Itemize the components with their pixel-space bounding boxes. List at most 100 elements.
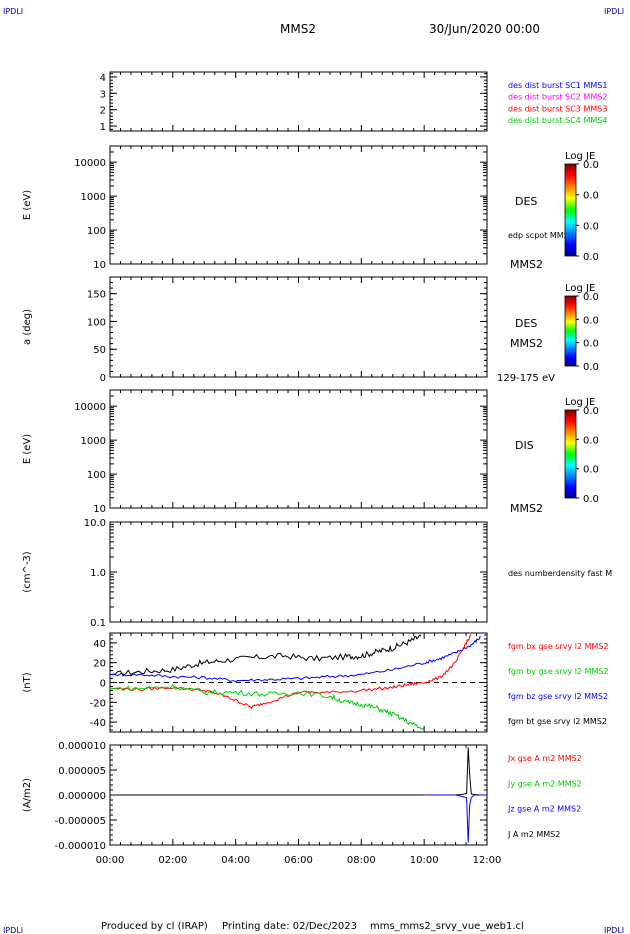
footer-produced-by: Produced by cl (IRAP) xyxy=(101,921,208,932)
y-tick-label-fgm: 40 xyxy=(93,639,106,650)
y-tick-label-density: 1.0 xyxy=(90,568,106,579)
panel-frame-des-energy xyxy=(109,145,488,265)
y-tick-label-fgm: -20 xyxy=(90,698,106,709)
x-tick-label: 00:00 xyxy=(96,855,125,866)
y-tick-label-dis-energy: 100 xyxy=(87,470,106,481)
y-tick-label-density: 10.0 xyxy=(84,518,106,529)
corner-label-top-left: IPDLI xyxy=(3,7,23,16)
series-line-current-1 xyxy=(424,794,487,843)
legend-entry-fgm: fgm bx gse srvy l2 MMS2 xyxy=(508,642,609,651)
y-tick-label-des-energy: 100 xyxy=(87,226,106,237)
y-axis-label-des-energy: E (eV) xyxy=(22,190,33,220)
x-tick-label: 02:00 xyxy=(158,855,187,866)
legend-entry-burst: des dist burst SC2 MMS2 xyxy=(508,93,607,102)
panel-frame-burst xyxy=(109,71,488,132)
panel-frame-dis-energy xyxy=(109,389,488,509)
x-tick-label: 08:00 xyxy=(347,855,376,866)
instrument-label-dis-energy: DIS xyxy=(515,439,534,452)
colorbar-title-des-energy: Log JE xyxy=(565,151,595,162)
colorbar-tick-label-des-energy: 0.0 xyxy=(583,191,599,202)
corner-label-top-right: IPDLI xyxy=(604,7,624,16)
series-line-fgm-3 xyxy=(110,683,425,731)
spacecraft-label-des-pitch: MMS2 xyxy=(510,337,543,350)
colorbar-title-dis-energy: Log JE xyxy=(565,397,595,408)
y-tick-label-burst: 3 xyxy=(100,89,106,100)
panel-stack: 1 2 3 4 des dist burst SC1 MMS1 des dist burs… xyxy=(22,71,612,866)
colorbar-tick-label-des-pitch: 0.0 xyxy=(583,315,599,326)
legend-entry-density: des numberdensity fast M xyxy=(508,569,612,578)
y-tick-label-des-pitch: 100 xyxy=(87,317,106,328)
colorbar-tick-label-des-energy: 0.0 xyxy=(583,160,599,171)
y-tick-label-des-pitch: 0 xyxy=(100,373,106,384)
spacecraft-label-des-energy: MMS2 xyxy=(510,258,543,271)
y-axis-label-fgm: (nT) xyxy=(22,672,33,692)
y-tick-label-current: 0.000005 xyxy=(58,766,106,777)
y-tick-label-burst: 2 xyxy=(100,106,106,117)
footer-printing-date: Printing date: 02/Dec/2023 xyxy=(222,921,357,932)
y-tick-label-density: 0.1 xyxy=(90,618,106,629)
legend-entry-burst: des dist burst SC1 MMS1 xyxy=(508,81,607,90)
instrument-label-des-energy: DES xyxy=(515,195,537,208)
legend-entry-current: Jy gse A m2 MMS2 xyxy=(507,779,582,788)
y-tick-label-des-energy: 1000 xyxy=(81,192,106,203)
legend-entry-fgm: fgm bt gse srvy l2 MMS2 xyxy=(508,717,607,726)
footer-filename: mms_mms2_srvy_vue_web1.cl xyxy=(370,921,524,932)
y-axis-label-dis-energy: E (eV) xyxy=(22,434,33,464)
scpot-label-des-energy: edp scpot MMS2 xyxy=(508,231,574,240)
y-tick-label-current: 0.000010 xyxy=(58,741,106,752)
y-tick-label-des-pitch: 150 xyxy=(87,290,106,301)
legend-entry-current: Jz gse A m2 MMS2 xyxy=(507,805,581,814)
legend-entry-fgm: fgm by gse srvy l2 MMS2 xyxy=(508,667,609,676)
panel-frame-density xyxy=(109,521,488,623)
x-tick-label: 04:00 xyxy=(221,855,250,866)
colorbar-tick-label-dis-energy: 0.0 xyxy=(583,406,599,417)
colorbar-tick-label-dis-energy: 0.0 xyxy=(583,435,599,446)
colorbar-tick-label-des-energy: 0.0 xyxy=(583,252,599,263)
y-tick-label-current: -0.000010 xyxy=(55,841,106,852)
legend-entry-fgm: fgm bz gse srvy l2 MMS2 xyxy=(508,692,608,701)
y-tick-label-burst: 4 xyxy=(100,73,106,84)
colorbar-dis-energy xyxy=(564,409,577,499)
x-tick-label: 12:00 xyxy=(473,855,502,866)
y-tick-label-des-pitch: 50 xyxy=(93,345,106,356)
colorbar-tick-label-dis-energy: 0.0 xyxy=(583,494,599,505)
colorbar-tick-label-des-pitch: 0.0 xyxy=(583,339,599,350)
colorbar-tick-label-dis-energy: 0.0 xyxy=(583,465,599,476)
legend-entry-current: Jx gse A m2 MMS2 xyxy=(507,754,582,763)
y-tick-label-dis-energy: 10000 xyxy=(74,402,106,413)
legend-entry-current: J A m2 MMS2 xyxy=(507,830,560,839)
y-axis-label-current: (A/m2) xyxy=(22,778,33,812)
y-tick-label-current: 0.000000 xyxy=(58,791,106,802)
y-tick-label-des-energy: 10000 xyxy=(74,158,106,169)
y-tick-label-fgm: 0 xyxy=(100,679,106,690)
y-tick-label-dis-energy: 10 xyxy=(93,504,106,515)
colorbar-tick-label-des-energy: 0.0 xyxy=(583,221,599,232)
colorbar-des-energy xyxy=(564,163,577,257)
corner-label-bottom-right: IPDLI xyxy=(604,926,624,934)
y-tick-label-burst: 1 xyxy=(100,122,106,133)
colorbar-tick-label-des-pitch: 0.0 xyxy=(583,362,599,373)
colorbar-tick-label-des-pitch: 0.0 xyxy=(583,292,599,303)
y-axis-label-des-pitch: a (deg) xyxy=(22,309,33,345)
panel-frame-des-pitch xyxy=(109,276,488,378)
plot-date: 30/Jun/2020 00:00 xyxy=(429,22,540,36)
y-tick-label-dis-energy: 1000 xyxy=(81,436,106,447)
spacecraft-label-dis-energy: MMS2 xyxy=(510,502,543,515)
y-axis-label-density: (cm^-3) xyxy=(22,551,33,592)
colorbar-title-des-pitch: Log JE xyxy=(565,283,595,294)
series-line-current-0 xyxy=(110,747,487,796)
y-tick-label-fgm: 20 xyxy=(93,659,106,670)
y-tick-label-des-energy: 10 xyxy=(93,260,106,271)
x-tick-label: 10:00 xyxy=(410,855,439,866)
corner-label-bottom-left: IPDLI xyxy=(3,926,23,934)
series-line-fgm-0 xyxy=(109,634,422,677)
series-line-fgm-1 xyxy=(110,636,481,683)
plot-title: MMS2 xyxy=(280,22,316,36)
legend-entry-burst: des dist burst SC4 MMS4 xyxy=(508,116,607,125)
y-tick-label-current: -0.000005 xyxy=(55,816,106,827)
colorbar-des-pitch xyxy=(564,295,577,367)
energy-range-label-des-pitch: 129-175 eV xyxy=(497,373,555,384)
x-tick-label: 06:00 xyxy=(284,855,313,866)
